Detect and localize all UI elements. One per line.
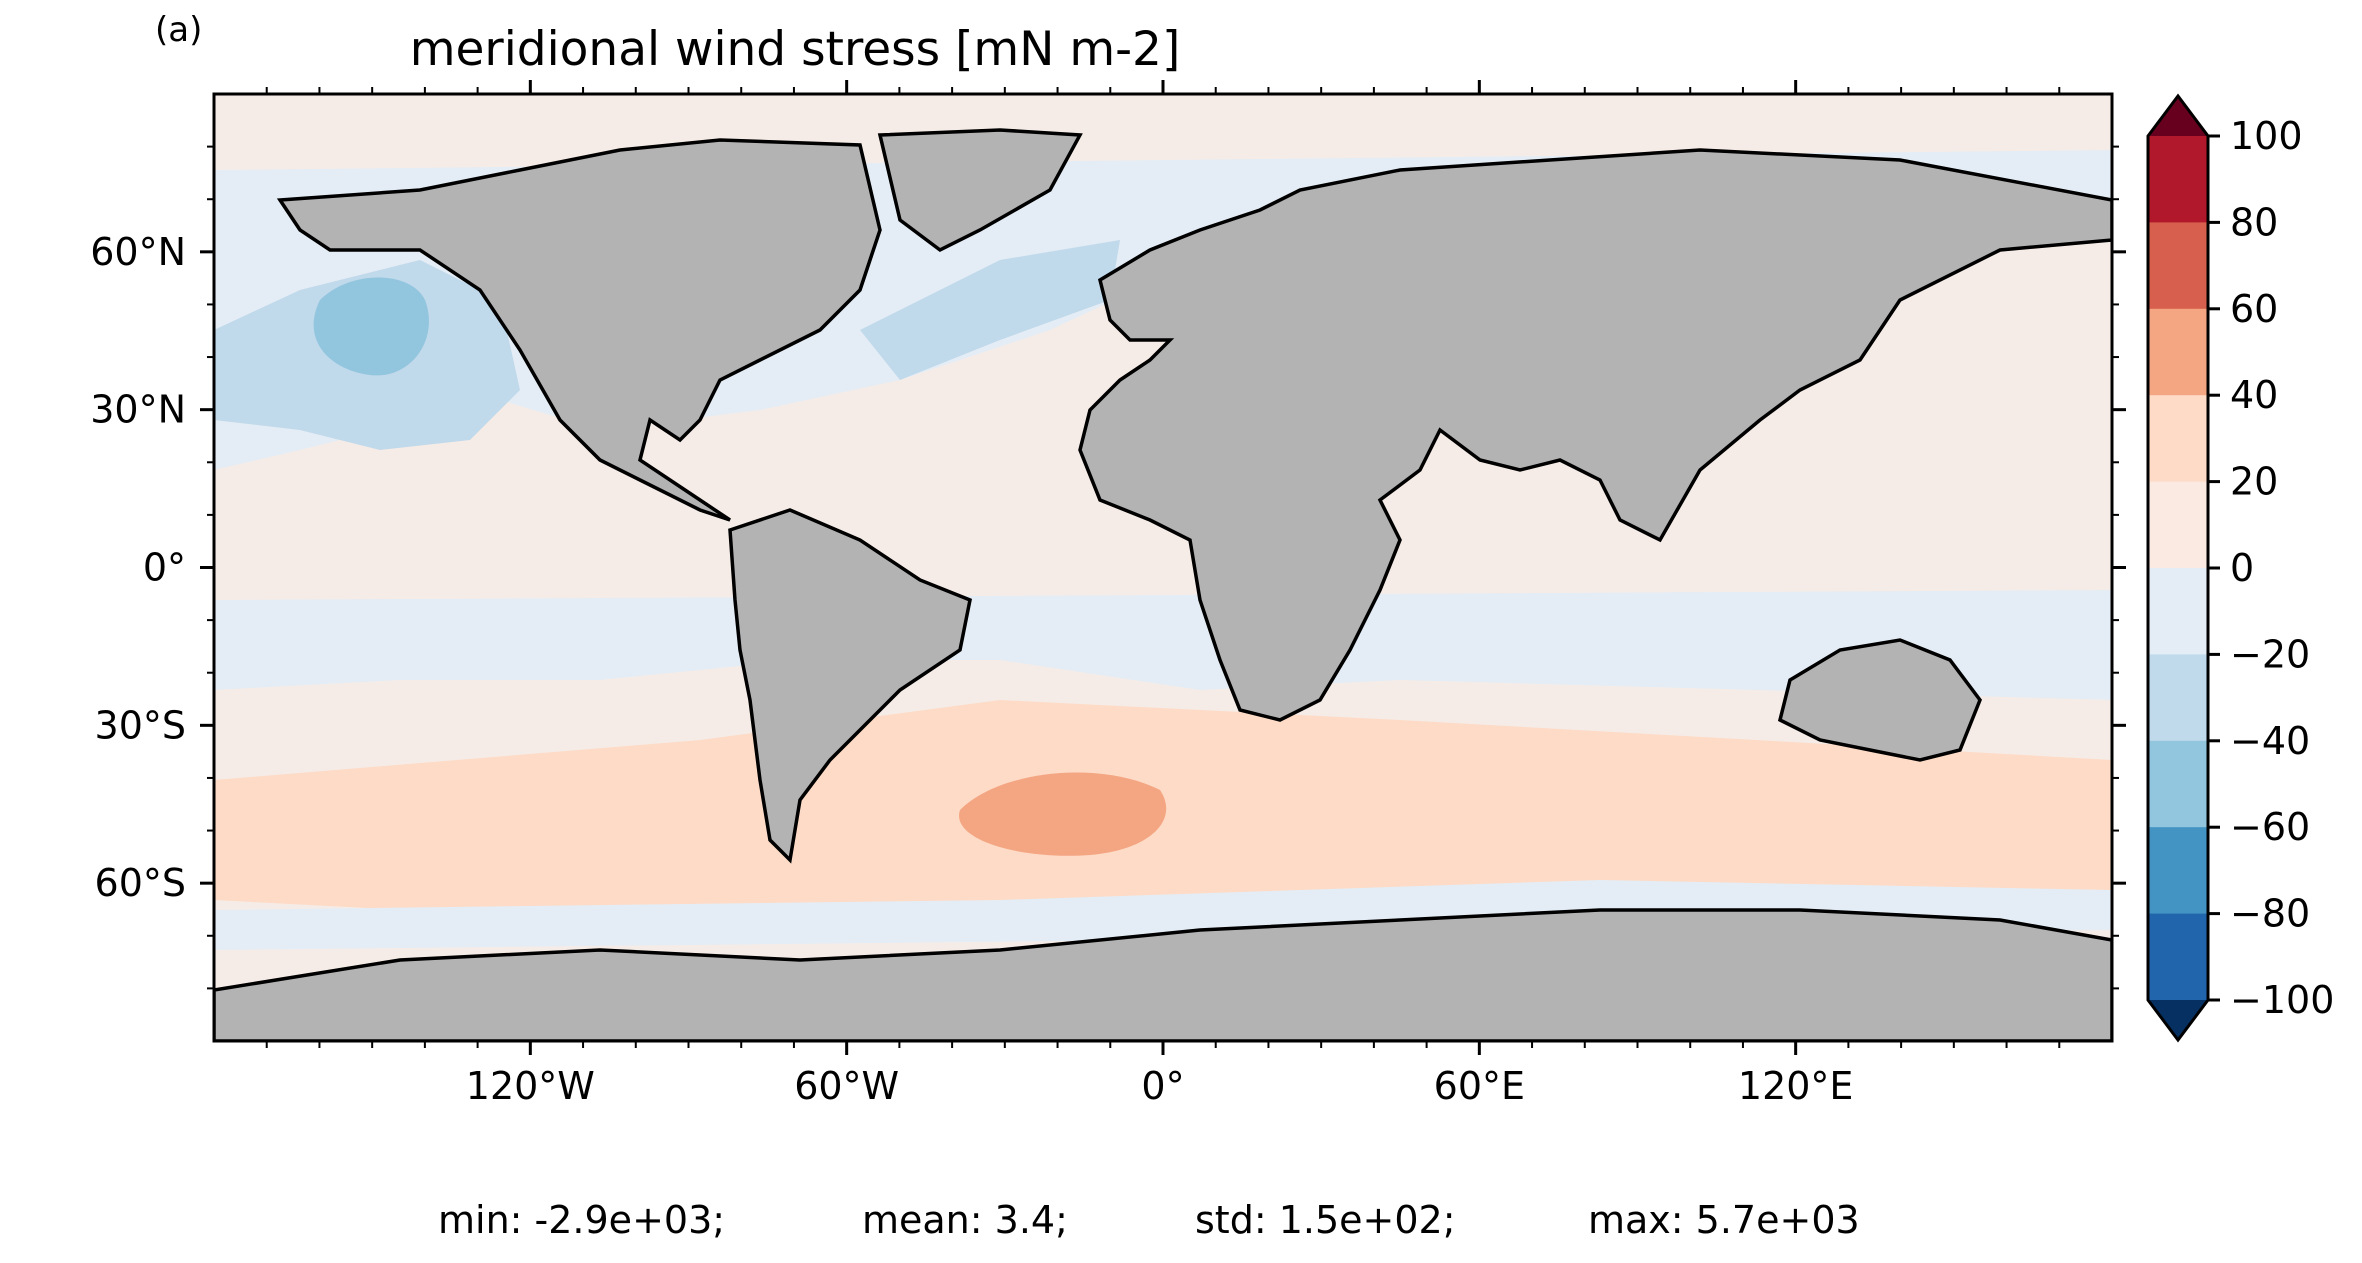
colorbar-bin <box>2148 308 2208 396</box>
colorbar-bin <box>2148 827 2208 915</box>
colorbar-bin <box>2148 222 2208 310</box>
contour-negative-pacific-core <box>313 277 429 376</box>
colorbar-tick-label: −80 <box>2230 892 2310 936</box>
greenland <box>877 128 1083 253</box>
south-america <box>728 508 973 864</box>
colorbar-tick-label: 80 <box>2230 200 2278 244</box>
contour-tropics-blue <box>214 590 2112 700</box>
colorbar-bin <box>2148 481 2208 569</box>
colorbar-bin <box>2148 395 2208 483</box>
colorbar-extend-bottom <box>2148 1000 2208 1040</box>
contour-negative-atlantic-core <box>860 240 1120 380</box>
panel-label: (a) <box>155 10 203 50</box>
colorbar-tick-label: −40 <box>2230 719 2310 763</box>
lat-tick-label: 60°S <box>95 861 186 905</box>
colorbar-tick-label: 20 <box>2230 460 2278 504</box>
eurasia-africa <box>1078 148 2112 722</box>
colorbar-extend-top <box>2148 96 2208 136</box>
lon-tick-label: 0° <box>1141 1064 1184 1108</box>
colorbar-bin <box>2148 136 2208 223</box>
north-america <box>276 138 882 522</box>
colorbar-bin <box>2148 913 2208 1001</box>
land <box>214 128 2112 1041</box>
map-ticks: 120°W 60°W 0° 60°E 120°E 60°N 30°N 0° 30°S 60°S <box>90 80 2126 1108</box>
colorbar-tick-label: −20 <box>2230 632 2310 676</box>
colorbar: 100 80 60 40 20 0 −20 −40 −60 −80 −100 <box>2146 93 2334 1043</box>
colorbar-bin <box>2148 740 2208 828</box>
lat-tick-label: 30°S <box>95 703 186 747</box>
colorbar-tick-label: 40 <box>2230 373 2278 417</box>
map-area <box>214 94 2112 1041</box>
colorbar-bin <box>2148 568 2208 655</box>
antarctica <box>214 908 2112 1041</box>
lon-tick-label: 60°W <box>794 1064 899 1108</box>
lon-tick-label: 120°E <box>1738 1064 1854 1108</box>
lat-tick-label: 30°N <box>90 388 186 432</box>
colorbar-tick-label: −100 <box>2230 978 2334 1022</box>
lat-tick-label: 60°N <box>90 230 186 274</box>
australia <box>1777 638 1982 762</box>
lon-tick-label: 120°W <box>466 1064 595 1108</box>
colorbar-tick-label: 100 <box>2230 114 2303 158</box>
stat-std: std: 1.5e+02; <box>1195 1198 1456 1242</box>
colorbar-bin <box>2148 654 2208 742</box>
stat-min: min: -2.9e+03; <box>438 1198 726 1242</box>
stat-max: max: 5.7e+03 <box>1588 1198 1860 1242</box>
colorbar-tick-label: 60 <box>2230 287 2278 331</box>
contour-positive-south-atlantic-core <box>959 772 1167 856</box>
colorbar-tick-label: 0 <box>2230 546 2254 590</box>
map-title: meridional wind stress [mN m-2] <box>409 22 1181 77</box>
lat-tick-label: 0° <box>143 546 186 590</box>
lon-tick-label: 60°E <box>1434 1064 1525 1108</box>
colorbar-tick-label: −60 <box>2230 805 2310 849</box>
stat-mean: mean: 3.4; <box>862 1198 1068 1242</box>
